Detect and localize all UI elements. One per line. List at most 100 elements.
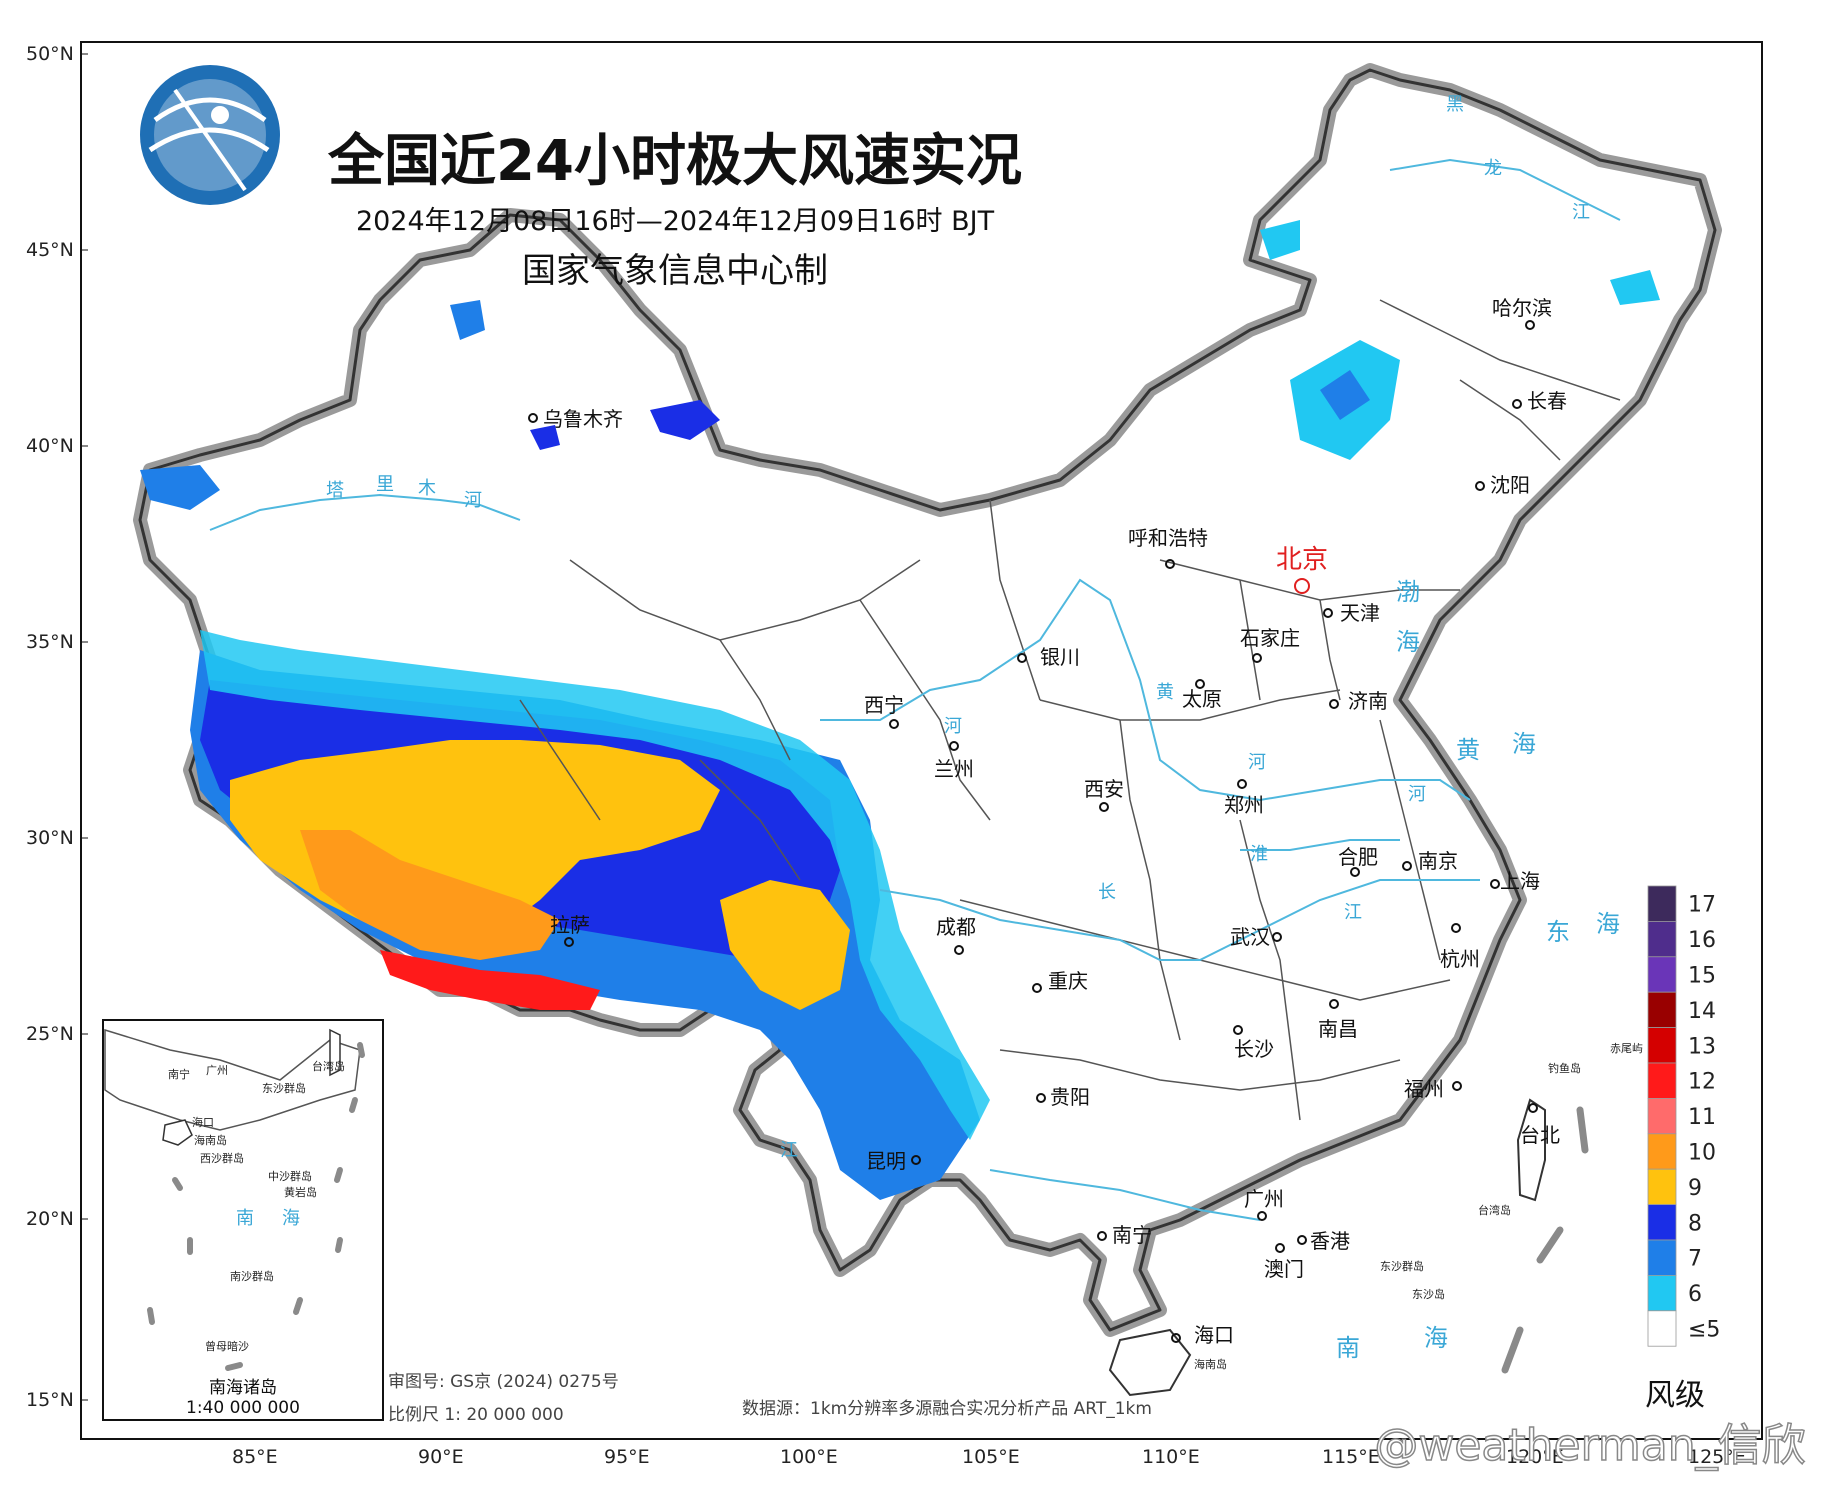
svg-text:南宁: 南宁 xyxy=(1112,1223,1152,1247)
city-taipei: 台北 xyxy=(1520,1103,1560,1147)
wind-level-10-area xyxy=(300,830,560,960)
svg-text:江: 江 xyxy=(1572,202,1590,223)
svg-text:海南岛: 海南岛 xyxy=(194,1133,227,1147)
legend-swatch-12 xyxy=(1647,1310,1677,1347)
svg-text:木: 木 xyxy=(418,478,436,499)
data-source-text: 数据源：1km分辨率多源融合实况分析产品 ART_1km xyxy=(742,1399,1152,1419)
legend-label-0: 17 xyxy=(1688,893,1716,918)
svg-text:海: 海 xyxy=(282,1208,300,1229)
svg-text:黄岩岛: 黄岩岛 xyxy=(284,1185,317,1199)
lon-tick-100: 100°E xyxy=(780,1446,838,1468)
city-nanjing: 南京 xyxy=(1402,849,1458,873)
svg-text:曾母暗沙: 曾母暗沙 xyxy=(205,1339,249,1353)
svg-text:钓鱼岛: 钓鱼岛 xyxy=(1548,1061,1581,1075)
taiwan-island xyxy=(1516,1098,1546,1202)
city-guiyang: 贵阳 xyxy=(1036,1085,1090,1109)
svg-text:哈尔滨: 哈尔滨 xyxy=(1492,296,1552,320)
city-chongqing: 重庆 xyxy=(1032,969,1088,993)
legend-swatch-11 xyxy=(1647,1275,1677,1312)
svg-text:西安: 西安 xyxy=(1084,777,1124,801)
maritime-boundary-dashes xyxy=(1501,1106,1589,1374)
legend-label-4: 13 xyxy=(1688,1034,1716,1059)
map-review-number: 审图号: GS京 (2024) 0275号 xyxy=(388,1372,619,1392)
city-shenyang: 沈阳 xyxy=(1475,473,1530,497)
svg-text:重庆: 重庆 xyxy=(1048,969,1088,993)
city-kunming: 昆明 xyxy=(866,1149,921,1173)
inset-title: 南海诸岛 xyxy=(209,1378,277,1398)
svg-text:郑州: 郑州 xyxy=(1224,793,1264,817)
svg-text:东沙群岛: 东沙群岛 xyxy=(1380,1259,1424,1273)
svg-text:南宁: 南宁 xyxy=(168,1067,190,1081)
wind-level-legend: 17 16 15 14 13 12 11 10 9 8 7 6 ≤5 xyxy=(1647,885,1720,1347)
lat-tick-40: 40°N xyxy=(26,435,74,457)
city-xian: 西安 xyxy=(1084,777,1124,812)
svg-text:黄: 黄 xyxy=(1156,682,1174,703)
latitude-axis: 50°N 45°N 40°N 35°N 30°N 25°N 20°N 15°N xyxy=(26,43,88,1411)
wind-field-layer xyxy=(140,220,1660,1200)
city-nanchang: 南昌 xyxy=(1318,999,1358,1041)
city-fuzhou: 福州 xyxy=(1404,1077,1462,1101)
legend-label-5: 12 xyxy=(1688,1070,1716,1095)
wind-level-9-east xyxy=(720,880,850,1010)
svg-text:南沙群岛: 南沙群岛 xyxy=(230,1269,274,1283)
legend-label-2: 15 xyxy=(1688,964,1716,989)
map-subtitle: 2024年12月08日16时—2024年12月09日16时 BJT xyxy=(356,206,995,237)
lon-tick-85: 85°E xyxy=(232,1446,278,1468)
svg-text:香港: 香港 xyxy=(1310,1229,1350,1253)
inset-scale: 1:40 000 000 xyxy=(186,1398,300,1418)
city-wuhan: 武汉 xyxy=(1230,925,1282,949)
svg-text:南: 南 xyxy=(236,1208,254,1229)
legend-swatch-7 xyxy=(1647,1133,1677,1170)
svg-text:银川: 银川 xyxy=(1040,645,1080,669)
legend-swatch-4 xyxy=(1647,1027,1677,1064)
legend-swatch-3 xyxy=(1647,991,1677,1029)
city-haikou: 海口 xyxy=(1171,1323,1234,1347)
sea-east-1: 东 xyxy=(1546,918,1570,946)
city-changsha: 长沙 xyxy=(1233,1025,1274,1061)
city-lhasa: 拉萨 xyxy=(550,913,590,947)
legend-label-1: 16 xyxy=(1688,928,1716,953)
legend-label-7: 10 xyxy=(1688,1141,1716,1166)
svg-text:淮: 淮 xyxy=(1250,844,1268,865)
svg-text:南昌: 南昌 xyxy=(1318,1017,1358,1041)
legend-label-12: ≤5 xyxy=(1688,1318,1720,1343)
svg-text:长沙: 长沙 xyxy=(1234,1037,1274,1061)
svg-text:乌鲁木齐: 乌鲁木齐 xyxy=(543,407,623,431)
legend-label-9: 8 xyxy=(1688,1211,1702,1236)
svg-text:昆明: 昆明 xyxy=(866,1149,906,1173)
wind-xinjiang-patch-2 xyxy=(650,400,720,440)
city-beijing: 北京 xyxy=(1276,545,1328,594)
wind-ne-patch-2 xyxy=(1320,370,1370,420)
svg-text:沈阳: 沈阳 xyxy=(1490,473,1530,497)
legend-swatch-0 xyxy=(1647,885,1677,922)
lon-tick-125: 125°E xyxy=(1688,1446,1746,1468)
city-chengdu: 成都 xyxy=(936,915,976,955)
svg-text:上海: 上海 xyxy=(1500,869,1540,893)
wind-level-6-edge xyxy=(200,630,990,1140)
svg-text:东沙群岛: 东沙群岛 xyxy=(262,1081,306,1095)
lat-tick-50: 50°N xyxy=(26,43,74,65)
lon-tick-110: 110°E xyxy=(1142,1446,1200,1468)
lon-tick-90: 90°E xyxy=(418,1446,464,1468)
svg-text:江: 江 xyxy=(1344,902,1362,923)
svg-text:石家庄: 石家庄 xyxy=(1240,626,1300,650)
svg-text:西沙群岛: 西沙群岛 xyxy=(200,1151,244,1165)
svg-text:济南: 济南 xyxy=(1348,689,1388,713)
sea-labels: 渤 海 黄 海 东 海 南 海 xyxy=(1336,578,1620,1362)
svg-text:广州: 广州 xyxy=(1244,1187,1284,1211)
svg-text:赤尾屿: 赤尾屿 xyxy=(1610,1042,1643,1055)
svg-text:海口: 海口 xyxy=(192,1115,214,1129)
wind-hlj-patch xyxy=(1260,220,1300,260)
city-macau: 澳门 xyxy=(1264,1243,1304,1281)
svg-text:北京: 北京 xyxy=(1276,545,1328,575)
legend-swatch-9 xyxy=(1647,1204,1677,1241)
sea-yellow-2: 海 xyxy=(1512,730,1536,758)
lat-tick-30: 30°N xyxy=(26,827,74,849)
city-lanzhou: 兰州 xyxy=(934,741,974,781)
lon-tick-120: 120°E xyxy=(1506,1446,1564,1468)
svg-text:西宁: 西宁 xyxy=(864,693,904,717)
wind-level-12-area xyxy=(380,950,600,1010)
legend-swatch-2 xyxy=(1647,956,1677,993)
city-guangzhou: 广州 xyxy=(1244,1187,1284,1221)
